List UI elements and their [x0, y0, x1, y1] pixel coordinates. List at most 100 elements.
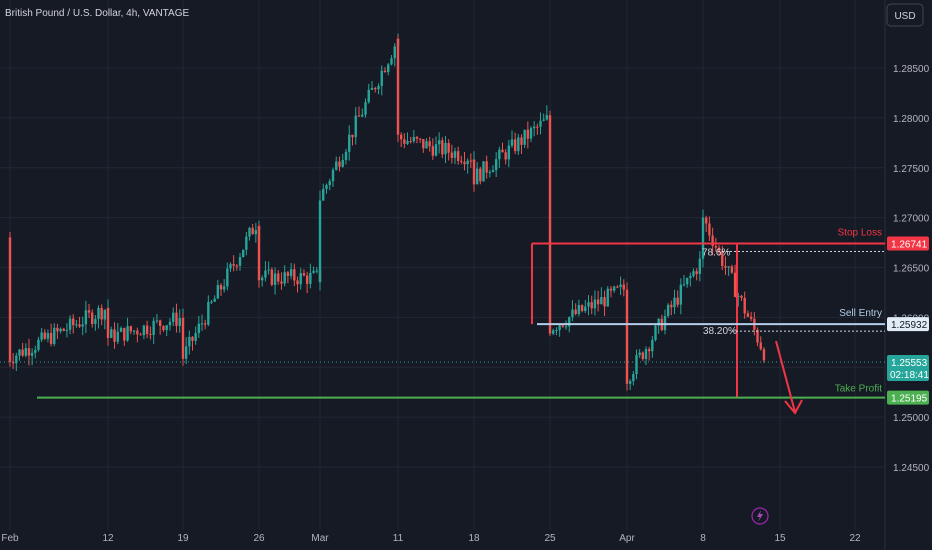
y-tick-label: 1.28000	[893, 114, 930, 125]
candle-body	[632, 374, 635, 382]
candle-body	[344, 151, 348, 161]
y-tick-label: 1.27000	[893, 214, 930, 225]
fib-382-label: 38.20%	[703, 326, 737, 337]
candle-body	[62, 328, 65, 331]
candle-body	[437, 140, 441, 145]
candle-body	[241, 249, 245, 258]
candle-body	[504, 152, 507, 160]
lightning-icon[interactable]	[751, 507, 769, 525]
sell-arrow-icon	[775, 340, 803, 415]
candle-body	[213, 298, 216, 302]
candle-body	[328, 181, 331, 186]
candle-body	[415, 136, 419, 139]
candle-body	[673, 297, 676, 308]
candle-body	[267, 269, 270, 271]
candle-body	[15, 355, 18, 364]
candle-body	[286, 272, 290, 276]
candle-body	[210, 301, 213, 303]
candle-body	[584, 306, 587, 312]
candle-body	[116, 331, 119, 342]
candle-body	[463, 161, 466, 165]
candle-body	[87, 310, 91, 313]
candle-body	[399, 134, 403, 140]
candle-body	[152, 320, 155, 335]
candle-body	[701, 217, 705, 255]
y-tick-label: 1.26500	[893, 264, 930, 275]
candle-body	[526, 129, 530, 139]
candle-body	[43, 332, 46, 339]
x-tick-label: Feb	[1, 533, 19, 544]
candle-body	[21, 349, 24, 356]
candlestick-series[interactable]	[8, 33, 766, 391]
candle-body	[714, 246, 718, 248]
candle-body	[94, 318, 97, 324]
candle-body	[428, 141, 431, 147]
candle-body	[393, 46, 396, 59]
candle-body	[460, 160, 463, 162]
candle-body	[609, 288, 613, 291]
candle-body	[318, 200, 322, 283]
candle-body	[103, 310, 107, 320]
candle-body	[577, 305, 581, 315]
candle-body	[513, 139, 517, 152]
candle-body	[364, 102, 367, 115]
candle-body	[717, 247, 721, 251]
candle-body	[299, 273, 302, 285]
candle-body	[335, 161, 338, 170]
candle-body	[708, 223, 711, 236]
sell-entry-label: Sell Entry	[839, 308, 882, 319]
candle-body	[619, 284, 622, 288]
candle-body	[78, 324, 81, 327]
candle-body	[425, 141, 428, 149]
candle-body	[168, 321, 172, 326]
candle-body	[194, 333, 197, 341]
candle-body	[46, 333, 50, 339]
candle-body	[520, 137, 523, 145]
candle-body	[293, 269, 296, 281]
candle-body	[8, 237, 12, 362]
candle-body	[494, 159, 498, 171]
candle-body	[341, 160, 344, 167]
candle-body	[280, 281, 283, 284]
candle-body	[638, 352, 641, 356]
candle-body	[181, 318, 185, 359]
sell-entry-price-text: 1.25932	[891, 320, 928, 331]
candle-body	[11, 361, 15, 364]
candle-body	[216, 285, 220, 299]
candle-body	[56, 327, 59, 332]
candle-body	[248, 227, 251, 237]
candle-body	[721, 250, 724, 266]
take-profit-price-text: 1.25195	[891, 394, 928, 405]
candle-body	[679, 284, 683, 305]
currency-button[interactable]: USD	[886, 3, 924, 27]
y-tick-label: 1.25000	[893, 413, 930, 424]
x-tick-label: Apr	[619, 533, 635, 544]
candle-body	[172, 312, 175, 322]
candle-body	[322, 188, 325, 201]
candle-body	[331, 169, 335, 182]
candle-body	[654, 325, 657, 340]
candle-body	[113, 329, 116, 342]
candle-body	[475, 168, 479, 185]
candle-body	[175, 312, 178, 326]
candle-body	[552, 330, 555, 334]
candle-body	[139, 334, 142, 336]
stop-loss-price-tag	[887, 236, 929, 251]
candle-body	[507, 145, 511, 160]
candle-body	[126, 326, 129, 341]
candle-body	[711, 235, 714, 247]
candle-body	[479, 168, 482, 182]
candle-body	[129, 326, 133, 332]
candle-body	[558, 325, 561, 330]
candle-body	[197, 323, 201, 334]
candle-body	[510, 139, 514, 146]
x-tick-label: 19	[177, 533, 189, 544]
x-tick-label: 15	[774, 533, 786, 544]
candle-body	[251, 227, 254, 235]
candle-body	[191, 336, 194, 341]
candle-body	[590, 302, 593, 309]
candle-body	[450, 152, 454, 158]
candle-body	[409, 141, 412, 143]
candle-body	[444, 143, 447, 155]
